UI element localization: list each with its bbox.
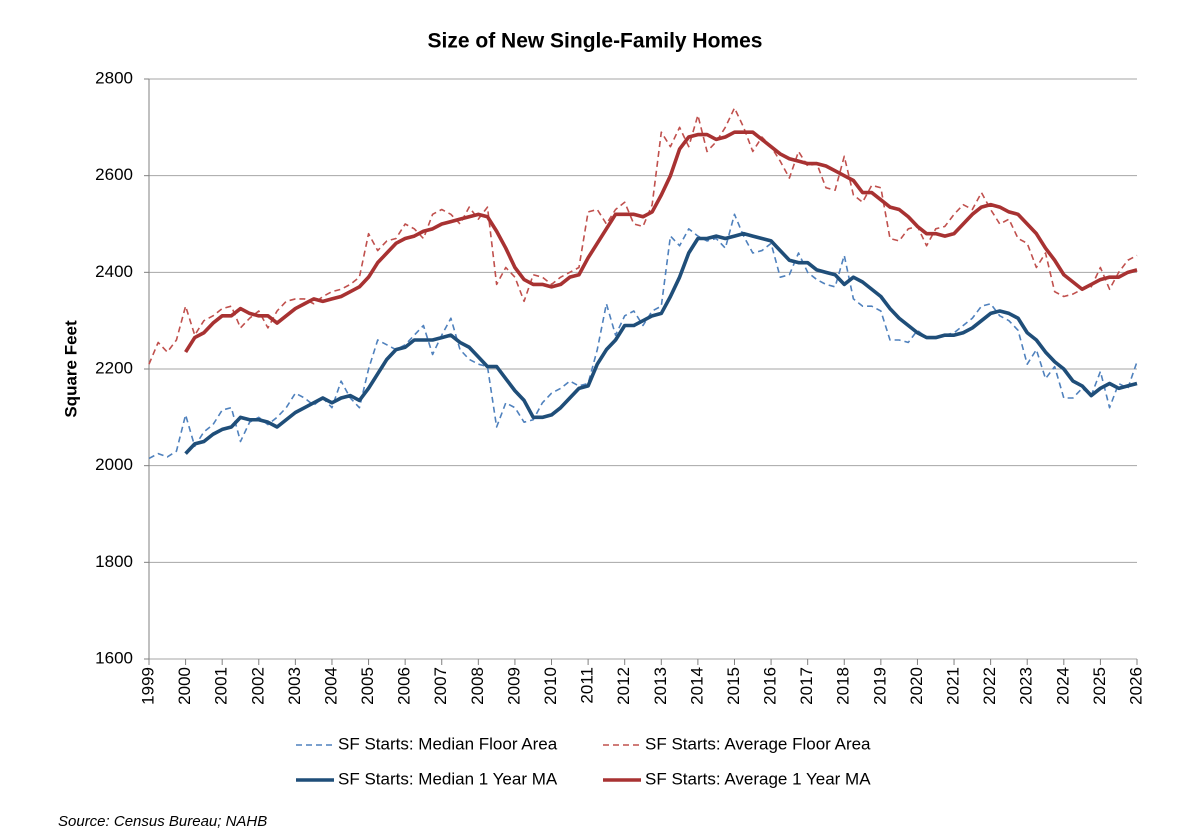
legend-label: SF Starts: Average Floor Area [645,734,871,753]
x-tick-label: 2021 [944,667,963,705]
y-tick-label: 2000 [95,455,133,474]
x-tick-label: 2012 [614,667,633,705]
x-tick-label: 2009 [504,667,523,705]
x-tick-label: 2017 [797,667,816,705]
source-note: Source: Census Bureau; NAHB [58,813,267,830]
x-tick-label: 2018 [834,667,853,705]
x-tick-label: 2015 [724,667,743,705]
legend-label: SF Starts: Median 1 Year MA [338,769,558,788]
y-axis-title: Square Feet [61,320,80,418]
x-tick-label: 2023 [1017,667,1036,705]
x-tick-label: 2016 [761,667,780,705]
x-tick-label: 2010 [541,667,560,705]
x-tick-label: 2004 [321,667,340,705]
series-line [184,231,1138,455]
x-tick-label: 2001 [212,667,231,705]
legend-label: SF Starts: Average 1 Year MA [645,769,871,788]
y-tick-label: 1800 [95,552,133,571]
x-tick-label: 2006 [395,667,414,705]
x-tick-label: 2007 [431,667,450,705]
x-tick-label: 1999 [138,667,157,705]
chart-title: Size of New Single-Family Homes [428,30,763,53]
x-tick-label: 2003 [285,667,304,705]
series-line [148,213,1138,460]
x-tick-label: 2020 [907,667,926,705]
x-tick-label: 2024 [1053,667,1072,705]
x-tick-label: 2014 [687,667,706,705]
x-tick-label: 2002 [248,667,267,705]
y-tick-label: 2600 [95,165,133,184]
x-tick-label: 2019 [870,667,889,705]
y-tick-label: 1600 [95,648,133,667]
series-line [184,130,1138,354]
x-tick-label: 2005 [358,667,377,705]
x-tick-label: 2008 [468,667,487,705]
legend-label: SF Starts: Median Floor Area [338,734,558,753]
y-tick-label: 2800 [95,68,133,87]
x-tick-label: 2022 [980,667,999,705]
x-tick-label: 2011 [578,667,597,704]
x-tick-label: 2026 [1126,667,1145,705]
x-tick-label: 2025 [1090,667,1109,705]
y-tick-label: 2400 [95,262,133,281]
series-line [148,107,1138,365]
y-tick-label: 2200 [95,358,133,377]
x-tick-label: 2000 [175,667,194,705]
x-tick-label: 2013 [651,667,670,705]
